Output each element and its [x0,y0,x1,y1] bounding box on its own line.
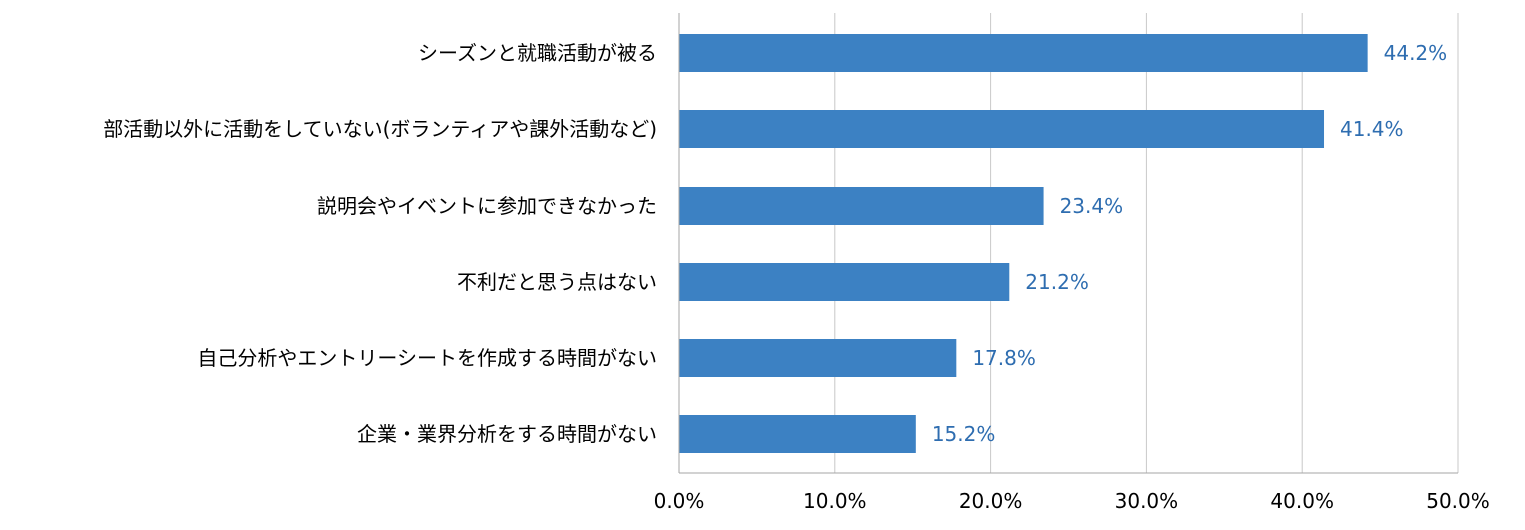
category-labels: シーズンと就職活動が被る部活動以外に活動をしていない(ボランティアや課外活動など… [103,41,657,446]
axes [678,13,1458,474]
data-label: 41.4% [1340,117,1404,141]
x-tick-label: 50.0% [1426,489,1490,513]
category-label: 企業・業界分析をする時間がない [357,422,657,446]
category-label: 部活動以外に活動をしていない(ボランティアや課外活動など) [103,117,657,141]
bar [679,339,957,377]
x-tick-label: 30.0% [1115,489,1179,513]
data-label: 17.8% [972,346,1036,370]
data-label: 21.2% [1025,270,1089,294]
bar [679,110,1325,148]
x-tick-label: 20.0% [959,489,1023,513]
x-tick-label: 0.0% [654,489,705,513]
data-label: 44.2% [1384,41,1448,65]
bar [679,415,916,453]
data-label: 15.2% [932,422,996,446]
x-tick-label: 10.0% [803,489,867,513]
category-label: 不利だと思う点はない [457,270,657,294]
data-label: 23.4% [1060,194,1124,218]
x-tick-label: 40.0% [1270,489,1334,513]
category-label: シーズンと就職活動が被る [418,41,657,65]
bars [679,34,1368,453]
bar [679,263,1010,301]
category-label: 自己分析やエントリーシートを作成する時間がない [197,346,657,370]
bar [679,34,1368,72]
value-labels: 44.2% 41.4% 23.4% 21.2% 17.8% 15.2% [932,41,1447,446]
x-axis-tick-labels: 0.0% 10.0% 20.0% 30.0% 40.0% 50.0% [654,489,1490,513]
category-label: 説明会やイベントに参加できなかった [317,194,657,218]
bar [679,187,1044,225]
gridlines [834,13,1459,473]
